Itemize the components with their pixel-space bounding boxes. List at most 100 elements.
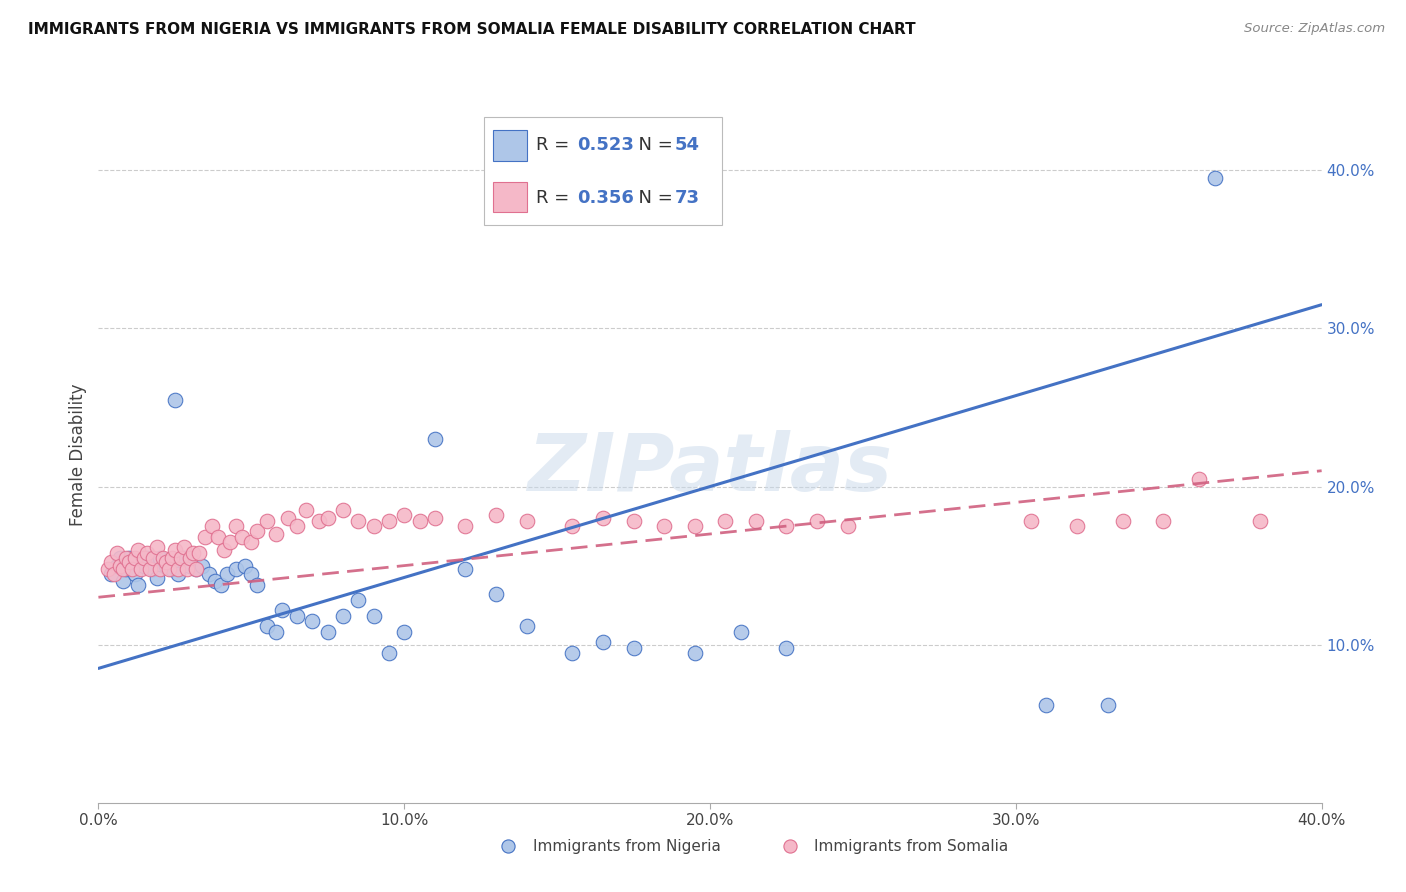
Point bbox=[295, 503, 318, 517]
Point bbox=[332, 609, 354, 624]
Point bbox=[277, 511, 299, 525]
Point bbox=[118, 556, 141, 570]
Point bbox=[683, 519, 706, 533]
Point bbox=[485, 508, 508, 522]
Point bbox=[363, 609, 385, 624]
Point bbox=[301, 614, 323, 628]
Point bbox=[127, 577, 149, 591]
Point bbox=[1249, 514, 1271, 528]
Point bbox=[264, 527, 287, 541]
Point bbox=[806, 514, 828, 528]
Point bbox=[100, 566, 122, 581]
Point bbox=[155, 558, 177, 573]
Point bbox=[134, 558, 156, 573]
Point bbox=[142, 562, 165, 576]
Point bbox=[285, 609, 308, 624]
Point bbox=[683, 646, 706, 660]
Point bbox=[256, 514, 278, 528]
Point bbox=[378, 514, 401, 528]
Point bbox=[240, 534, 263, 549]
Point bbox=[212, 542, 235, 557]
Point bbox=[207, 530, 229, 544]
Text: Source: ZipAtlas.com: Source: ZipAtlas.com bbox=[1244, 22, 1385, 36]
Point bbox=[485, 587, 508, 601]
Point bbox=[111, 562, 134, 576]
Point bbox=[714, 514, 737, 528]
Point bbox=[231, 530, 253, 544]
Point bbox=[145, 540, 167, 554]
Point bbox=[173, 540, 195, 554]
Point bbox=[623, 514, 645, 528]
Point bbox=[157, 562, 180, 576]
Point bbox=[179, 558, 201, 573]
Point bbox=[139, 562, 162, 576]
Point bbox=[173, 550, 195, 565]
Point bbox=[136, 546, 159, 560]
Point bbox=[1097, 698, 1119, 712]
Point bbox=[1035, 698, 1057, 712]
Point bbox=[308, 514, 330, 528]
Point bbox=[837, 519, 859, 533]
Point bbox=[163, 392, 186, 407]
Text: IMMIGRANTS FROM NIGERIA VS IMMIGRANTS FROM SOMALIA FEMALE DISABILITY CORRELATION: IMMIGRANTS FROM NIGERIA VS IMMIGRANTS FR… bbox=[28, 22, 915, 37]
Point bbox=[181, 546, 204, 560]
Point bbox=[392, 508, 416, 522]
Point bbox=[225, 562, 247, 576]
Point bbox=[775, 519, 797, 533]
Point bbox=[730, 625, 752, 640]
Point bbox=[215, 566, 238, 581]
Point bbox=[149, 562, 172, 576]
Point bbox=[240, 566, 263, 581]
Point bbox=[316, 511, 339, 525]
Point bbox=[186, 562, 208, 576]
Point bbox=[105, 546, 128, 560]
Point bbox=[170, 550, 193, 565]
Point bbox=[316, 625, 339, 640]
Point bbox=[264, 625, 287, 640]
Point bbox=[332, 503, 354, 517]
Point bbox=[142, 550, 165, 565]
Y-axis label: Female Disability: Female Disability bbox=[69, 384, 87, 526]
Point bbox=[652, 519, 675, 533]
Point bbox=[167, 566, 190, 581]
Point bbox=[1019, 514, 1042, 528]
Point bbox=[149, 550, 172, 565]
Point bbox=[108, 550, 131, 565]
Point bbox=[285, 519, 308, 533]
Point bbox=[152, 550, 174, 565]
Point bbox=[1066, 519, 1088, 533]
Point bbox=[100, 556, 122, 570]
Point bbox=[561, 646, 583, 660]
Point bbox=[115, 550, 138, 565]
Point bbox=[103, 566, 125, 581]
Point bbox=[408, 514, 430, 528]
Point bbox=[592, 511, 614, 525]
Point bbox=[209, 577, 232, 591]
Point bbox=[121, 556, 143, 570]
Point bbox=[363, 519, 385, 533]
Point bbox=[155, 556, 177, 570]
Point bbox=[160, 562, 183, 576]
Point bbox=[179, 550, 201, 565]
Point bbox=[121, 562, 143, 576]
Point bbox=[219, 534, 242, 549]
Point bbox=[118, 550, 141, 565]
Point bbox=[188, 546, 211, 560]
Point bbox=[516, 514, 538, 528]
Point bbox=[1188, 472, 1211, 486]
Point bbox=[623, 640, 645, 655]
Point bbox=[246, 577, 269, 591]
Text: Immigrants from Somalia: Immigrants from Somalia bbox=[814, 839, 1008, 855]
Point bbox=[347, 514, 370, 528]
Point bbox=[124, 550, 146, 565]
Point bbox=[392, 625, 416, 640]
Text: Immigrants from Nigeria: Immigrants from Nigeria bbox=[533, 839, 720, 855]
Point bbox=[592, 634, 614, 648]
Point bbox=[167, 562, 190, 576]
Point bbox=[423, 432, 446, 446]
Point bbox=[191, 558, 214, 573]
Point bbox=[1112, 514, 1135, 528]
Point bbox=[233, 558, 256, 573]
Point bbox=[204, 574, 226, 589]
Point bbox=[454, 562, 477, 576]
